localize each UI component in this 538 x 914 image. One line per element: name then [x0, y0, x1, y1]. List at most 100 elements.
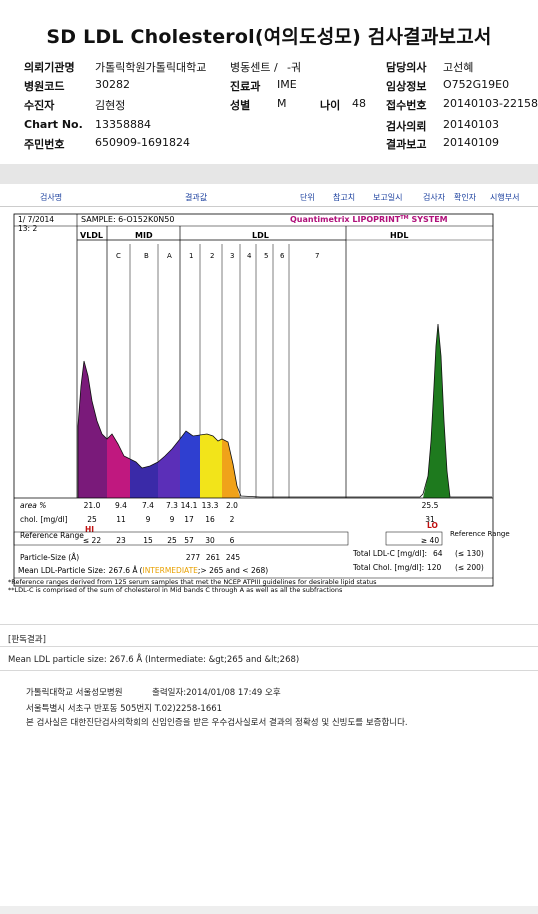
label-request: 검사의뢰: [386, 120, 427, 133]
header-test-name: 검사명: [40, 193, 63, 202]
label-dept: 진료과: [230, 80, 261, 93]
cell-ref-vldl: ≤ 22: [83, 536, 101, 545]
total-chol-value: 120: [427, 563, 442, 572]
header-dept: 시행부서: [490, 193, 520, 202]
group-mid: MID: [135, 231, 153, 240]
row-area-label: area %: [20, 501, 46, 510]
footnote-1: *Reference ranges derived from 125 serum…: [8, 578, 377, 586]
value-sex: M: [277, 97, 287, 110]
cell-chol-1: 17: [184, 515, 194, 524]
group-ldl: LDL: [252, 231, 269, 240]
peak-mid-a: [158, 439, 180, 498]
group-vldl: VLDL: [80, 231, 103, 240]
interp-rule-bottom: [0, 670, 538, 671]
scan-date: 1/ 7/2014: [18, 215, 54, 224]
header-checker: 확인자: [454, 193, 477, 202]
label-sex: 성별: [230, 99, 251, 112]
header-tester: 검사자: [423, 193, 446, 202]
cell-chol-hdl: 31: [425, 515, 435, 524]
ref-range-box: [13, 531, 349, 546]
value-doctor: 고선혜: [443, 61, 474, 74]
header-ref: 참고치: [333, 193, 356, 202]
band-label-b: B: [144, 252, 149, 260]
band-label-7: 7: [315, 252, 319, 260]
band-label-5: 5: [264, 252, 268, 260]
label-hospital-code: 병원코드: [24, 80, 65, 93]
peak-ldl-2: [200, 434, 222, 498]
cell-chol-3: 2: [230, 515, 235, 524]
results-table: area % chol. [mg/dl] Reference Range Par…: [20, 501, 84, 562]
cell-chol-b: 9: [146, 515, 151, 524]
cell-area-c: 9.4: [115, 501, 127, 510]
band-label-1: 1: [189, 252, 193, 260]
group-hdl: HDL: [390, 231, 408, 240]
cell-ref-c: 23: [116, 536, 126, 545]
peak-mid-b: [130, 459, 158, 498]
cell-ref-a: 25: [167, 536, 177, 545]
cell-area-vldl: 21.0: [84, 501, 101, 510]
footer-address: 서울특별시 서초구 반포동 505번지 T.02)2258-1661: [26, 704, 223, 714]
cell-ref-3: 6: [230, 536, 235, 545]
lipoprint-scan: 1/ 7/2014 13: 2 SAMPLE: 6-O152K0N50 Quan…: [8, 213, 510, 594]
label-receipt: 접수번호: [386, 99, 427, 112]
cell-area-1: 14.1: [181, 501, 198, 510]
label-institution: 의뢰기관명: [24, 61, 75, 74]
label-doctor: 담당의사: [386, 61, 427, 74]
scan-run: 13: 2: [18, 224, 37, 233]
label-patient: 수진자: [24, 99, 55, 112]
total-ldlc-label: Total LDL-C [mg/dl]:: [352, 549, 427, 558]
band-label-c: C: [116, 252, 121, 260]
total-ldlc-ref: (≤ 130): [455, 549, 484, 558]
value-dept: IME: [277, 78, 297, 91]
row-particle-label: Particle-Size (Å): [20, 553, 79, 562]
peak-ldl-3: [222, 439, 240, 498]
total-ldlc-value: 64: [433, 549, 443, 558]
row-ref-label: Reference Range: [20, 531, 84, 540]
ref-range-hdl-box: [385, 531, 443, 546]
value-report: 20140109: [443, 136, 499, 149]
footer-hospital: 가톨릭대학교 서울성모병원: [26, 688, 123, 698]
value-request: 20140103: [443, 118, 499, 131]
footer-certification: 본 검사실은 대한진단검사의학회의 신임인증을 받은 우수검사실로서 결과의 정…: [26, 718, 408, 728]
bottom-band: [0, 906, 538, 914]
cell-area-3: 2.0: [226, 501, 238, 510]
value-ward: -궈: [287, 61, 302, 74]
cell-ref-b: 15: [143, 536, 153, 545]
footnote-2: **LDL-C is comprised of the sum of chole…: [8, 586, 343, 594]
row-chol-label: chol. [mg/dl]: [20, 515, 68, 524]
value-clinical: O752G19E0: [443, 78, 510, 91]
header-result: 결과값: [185, 193, 208, 202]
flag-hi: HI: [85, 525, 94, 534]
value-patient: 김현정: [95, 99, 126, 112]
value-institution: 가톨릭학원가톨릭대학교: [95, 61, 207, 74]
result-cells: 21.0 9.4 7.4 7.3 14.1 13.3 2.0 25.525 11 9 9 17 16 2 3…: [83, 501, 439, 562]
label-clinical: 임상정보: [386, 80, 427, 93]
scan-trace: [77, 323, 492, 498]
cell-area-2: 13.3: [202, 501, 219, 510]
cell-particle-size-2: 261: [206, 553, 221, 562]
label-resident-no: 주민번호: [24, 138, 65, 151]
interpretation-text: Mean LDL particle size: 267.6 Å (Interme…: [8, 655, 300, 665]
scan-frame: [13, 213, 494, 587]
band-label-a: A: [167, 252, 172, 260]
band-label-6: 6: [280, 252, 285, 260]
ref-range-right: Reference Range: [450, 530, 510, 538]
cell-area-hdl: 25.5: [422, 501, 439, 510]
label-chart-no: Chart No.: [24, 118, 83, 131]
cell-particle-size-3: 245: [226, 553, 241, 562]
interpretation-heading: [판독결과]: [8, 635, 46, 645]
value-age: 48: [352, 97, 366, 110]
report-title: SD LDL Cholesterol(여의도성모) 검사결과보고서: [46, 26, 492, 48]
peak-vldl: [78, 361, 107, 498]
cell-chol-c: 11: [116, 515, 126, 524]
scan-sample: SAMPLE: 6-O152K0N50: [81, 215, 174, 224]
cell-chol-vldl: 25: [87, 515, 97, 524]
band-label-3: 3: [230, 252, 234, 260]
cell-particle-size-1: 277: [186, 553, 201, 562]
band-labels: C B A 1 2 3 4 5 6 7: [116, 252, 319, 260]
cell-chol-2: 16: [205, 515, 215, 524]
total-chol-ref: (≤ 200): [455, 563, 484, 572]
band-label-4: 4: [247, 252, 252, 260]
value-hospital-code: 30282: [95, 78, 130, 91]
header-report-date: 보고일시: [373, 193, 403, 202]
